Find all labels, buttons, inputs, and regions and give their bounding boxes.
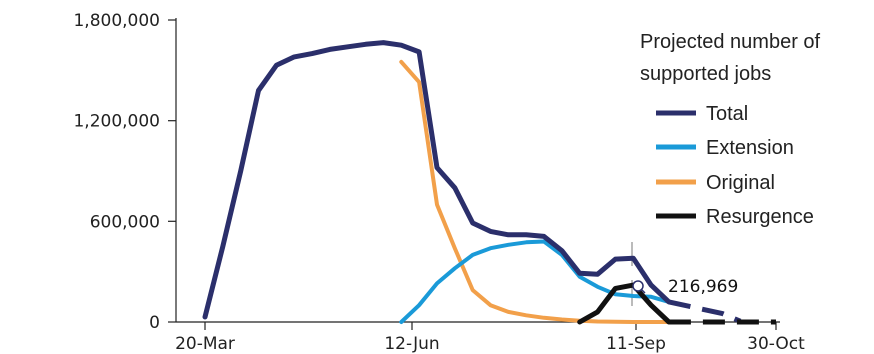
legend: Projected number of supported jobs Total… [630, 24, 862, 242]
y-tick-label: 1,200,000 [73, 112, 160, 132]
y-tick-label: 600,000 [90, 212, 160, 232]
legend-item-extension: Extension [656, 137, 794, 159]
annotation-label: 216,969 [668, 277, 738, 297]
series-line-total [202, 40, 672, 320]
legend-item-total: Total [656, 103, 748, 125]
series-line-resurgence [577, 282, 672, 325]
annotation-marker-tail [640, 288, 646, 294]
x-tick-label: 12-Jun [384, 334, 439, 354]
x-axis-ticks: 20-Mar 12-Jun 11-Sep 30-Oct [175, 322, 805, 354]
x-tick-label: 30-Oct [747, 334, 805, 354]
series-layer [202, 40, 776, 325]
y-tick-label: 0 [149, 313, 160, 333]
legend-title-line-1: Projected number of [640, 31, 821, 53]
x-tick-label: 20-Mar [175, 334, 235, 354]
legend-item-original: Original [656, 172, 775, 194]
x-tick-label: 11-Sep [606, 334, 666, 354]
legend-item-resurgence: Resurgence [656, 206, 814, 228]
legend-title-line-2: supported jobs [640, 63, 771, 85]
legend-label-total: Total [706, 103, 748, 125]
legend-background [630, 24, 862, 242]
y-axis-ticks: 0 600,000 1,200,000 1,800,000 [73, 11, 176, 333]
axes: 0 600,000 1,200,000 1,800,000 20-Mar 12-… [73, 11, 805, 354]
series-line-original [399, 59, 671, 324]
legend-label-resurgence: Resurgence [706, 206, 814, 228]
series-line-total-projected [668, 299, 742, 324]
series-line-extension [399, 239, 671, 324]
annotation-marker [632, 280, 644, 292]
legend-label-original: Original [706, 172, 775, 194]
legend-label-extension: Extension [706, 137, 794, 159]
y-tick-label: 1,800,000 [73, 11, 160, 31]
value-annotation: 216,969 [632, 277, 738, 297]
